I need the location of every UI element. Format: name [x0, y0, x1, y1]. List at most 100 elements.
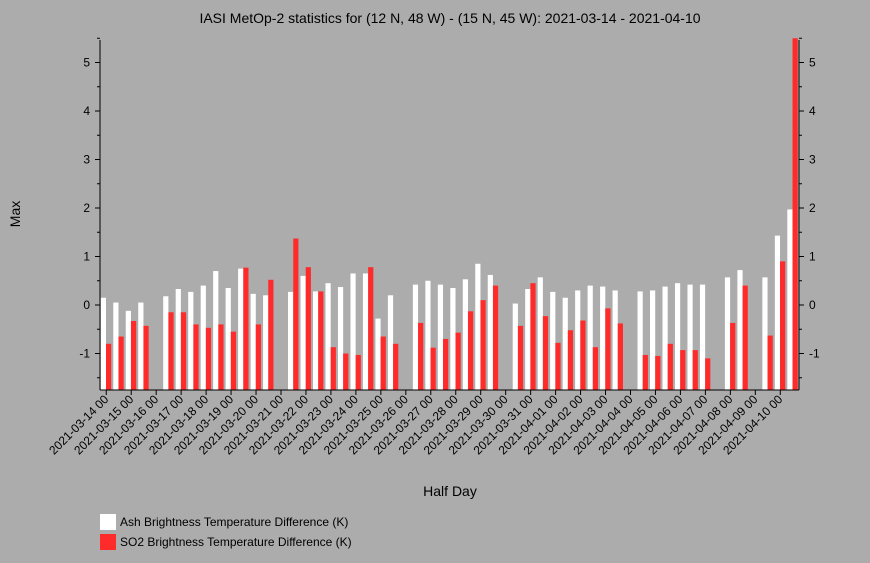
ash-bar-38 — [575, 290, 581, 390]
so2-bar-33 — [517, 325, 524, 390]
so2-bar-8 — [205, 327, 212, 390]
so2-bar-10 — [230, 331, 237, 390]
ash-bar-26 — [425, 280, 431, 390]
ash-bar-2 — [125, 310, 131, 390]
so2-bar-17 — [318, 291, 324, 390]
ash-bar-21 — [362, 273, 369, 390]
y-tick-label-left: 2 — [83, 201, 90, 215]
so2-bar-11 — [243, 267, 249, 390]
legend: Ash Brightness Temperature Difference (K… — [100, 512, 352, 552]
y-tick-label-right: -1 — [809, 347, 820, 361]
ash-bar-12 — [250, 293, 256, 390]
ash-bar-13 — [263, 295, 269, 390]
ash-bar-27 — [437, 284, 444, 390]
y-tick-label-right: 0 — [809, 298, 816, 312]
so2-bar-3 — [143, 325, 149, 390]
ash-bar-43 — [637, 291, 643, 390]
ash-bar-54 — [774, 235, 781, 390]
ash-bar-36 — [550, 291, 556, 390]
ash-bar-22 — [375, 318, 381, 390]
ash-bar-3 — [138, 302, 144, 390]
y-axis-label: Max — [7, 201, 23, 227]
so2-bar-15 — [293, 238, 299, 390]
so2-bar-0 — [106, 343, 112, 390]
ash-bar-37 — [562, 297, 568, 390]
legend-item-so2: SO2 Brightness Temperature Difference (K… — [100, 532, 352, 552]
so2-bar-44 — [655, 355, 661, 390]
so2-bar-47 — [692, 350, 698, 390]
so2-bar-30 — [480, 300, 486, 390]
so2-bar-20 — [355, 354, 361, 390]
ash-bar-20 — [350, 273, 356, 390]
ash-bar-18 — [325, 283, 331, 390]
so2-bar-46 — [680, 350, 686, 390]
so2-bar-50 — [730, 322, 736, 390]
so2-bar-55 — [792, 38, 798, 390]
legend-label-ash: Ash Brightness Temperature Difference (K… — [120, 515, 349, 529]
ash-bar-30 — [475, 263, 481, 390]
bars-group — [100, 38, 798, 390]
y-tick-label-right: 5 — [809, 56, 816, 70]
so2-bar-23 — [393, 343, 399, 390]
ash-bar-31 — [487, 274, 493, 390]
so2-bar-38 — [580, 320, 586, 390]
so2-bar-28 — [455, 332, 461, 390]
y-tick-label-left: 4 — [83, 104, 90, 118]
y-tick-label-right: 3 — [809, 153, 816, 167]
ash-bar-41 — [612, 290, 618, 390]
ash-bar-6 — [175, 289, 181, 390]
ash-bar-25 — [412, 284, 419, 390]
y-tick-label-right: 2 — [809, 201, 816, 215]
so2-bar-25 — [418, 322, 424, 390]
ash-bar-35 — [537, 277, 543, 390]
ash-bar-7 — [188, 291, 194, 390]
so2-bar-13 — [268, 279, 274, 390]
y-tick-label-left: -1 — [79, 347, 90, 361]
so2-bar-26 — [430, 347, 436, 390]
ash-bar-23 — [387, 295, 394, 390]
ash-bar-51 — [737, 270, 743, 390]
so2-bar-31 — [492, 285, 499, 390]
chart-title: IASI MetOp-2 statistics for (12 N, 48 W)… — [199, 10, 700, 26]
so2-bar-40 — [605, 308, 611, 390]
so2-bar-45 — [667, 343, 673, 390]
y-tick-label-left: 0 — [83, 298, 90, 312]
x-axis-label: Half Day — [423, 483, 477, 499]
so2-bar-37 — [567, 330, 574, 390]
so2-bar-51 — [742, 285, 748, 390]
ash-bar-17 — [313, 291, 319, 390]
ash-bar-15 — [288, 291, 294, 390]
y-tick-label-left: 1 — [83, 250, 90, 264]
ash-bar-19 — [337, 287, 344, 390]
so2-bar-27 — [443, 338, 449, 390]
ash-bar-11 — [238, 268, 244, 390]
ash-bar-5 — [163, 296, 169, 390]
ash-bar-34 — [525, 289, 531, 390]
so2-bar-53 — [767, 335, 773, 390]
ash-bar-33 — [512, 303, 518, 390]
legend-swatch-ash — [100, 514, 116, 530]
y-tick-label-right: 1 — [809, 250, 816, 264]
so2-bar-12 — [255, 324, 261, 390]
so2-bar-5 — [168, 312, 174, 390]
ash-bar-0 — [100, 297, 106, 390]
so2-bar-29 — [467, 311, 474, 390]
so2-bar-36 — [555, 342, 561, 390]
so2-bar-43 — [642, 354, 648, 390]
ash-bar-46 — [674, 283, 681, 390]
y-tick-label-left: 3 — [83, 153, 90, 167]
ash-bar-29 — [462, 279, 468, 390]
so2-bar-41 — [617, 323, 623, 390]
so2-bar-34 — [530, 283, 536, 390]
ash-bar-10 — [225, 288, 231, 390]
legend-item-ash: Ash Brightness Temperature Difference (K… — [100, 512, 352, 532]
ash-bar-50 — [724, 277, 731, 390]
ash-bar-45 — [662, 286, 668, 390]
ash-bar-47 — [687, 284, 693, 390]
so2-bar-9 — [218, 324, 224, 390]
so2-bar-19 — [343, 353, 349, 390]
so2-bar-35 — [542, 316, 549, 390]
so2-bar-1 — [118, 336, 124, 390]
